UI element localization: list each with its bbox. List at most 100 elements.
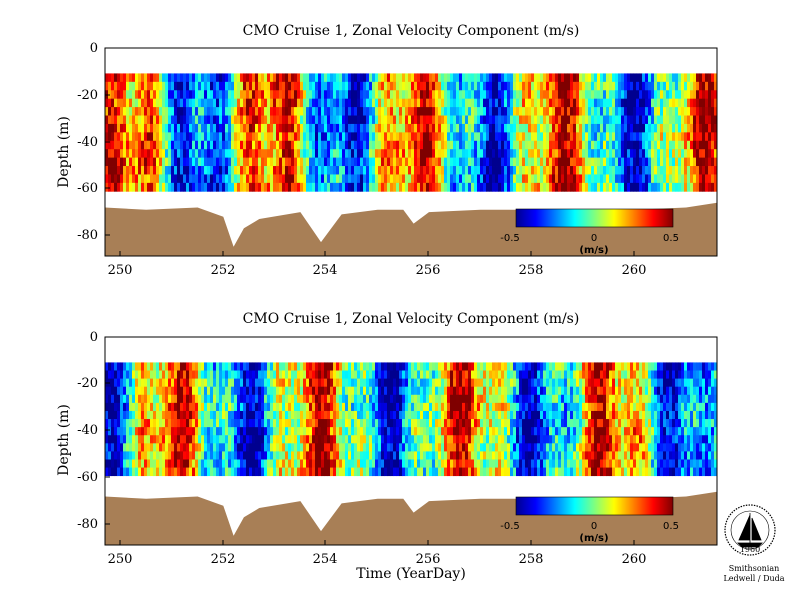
heatmap-cell [615, 123, 619, 133]
heatmap-cell [528, 81, 532, 91]
heatmap-cell [147, 157, 151, 167]
heatmap-cell [258, 73, 262, 83]
heatmap-cell [165, 132, 169, 142]
heatmap-cell [570, 81, 574, 91]
heatmap-cell [396, 123, 400, 133]
heatmap-cell [492, 467, 496, 477]
heatmap-cell [237, 174, 241, 184]
heatmap-cell [252, 451, 256, 460]
heatmap-cell [465, 443, 469, 452]
heatmap-cell [516, 394, 520, 404]
heatmap-cell [495, 140, 499, 150]
heatmap-cell [360, 467, 364, 477]
heatmap-cell [549, 378, 553, 388]
heatmap-cell [423, 73, 427, 83]
heatmap-cell [219, 435, 223, 444]
heatmap-cell [522, 443, 526, 452]
heatmap-cell [696, 149, 700, 159]
heatmap-cell [297, 402, 301, 412]
heatmap-cell [261, 427, 265, 436]
heatmap-cell [483, 174, 487, 184]
heatmap-cell [684, 90, 688, 100]
heatmap-cell [264, 98, 268, 108]
heatmap-cell [402, 394, 406, 404]
heatmap-cell [711, 73, 715, 83]
heatmap-cell [297, 410, 301, 420]
heatmap-cell [288, 467, 292, 477]
heatmap-cell [204, 73, 208, 83]
heatmap-cell [201, 386, 205, 396]
heatmap-cell [684, 132, 688, 142]
heatmap-cell [330, 107, 334, 116]
heatmap-cell [474, 123, 478, 133]
heatmap-cell [468, 451, 472, 460]
heatmap-cell [219, 149, 223, 159]
heatmap-cell [165, 370, 169, 379]
heatmap-cell [669, 90, 673, 100]
heatmap-cell [594, 115, 598, 125]
heatmap-cell [480, 81, 484, 91]
heatmap-cell [243, 174, 247, 184]
heatmap-cell [477, 451, 481, 460]
heatmap-cell [513, 467, 517, 477]
heatmap-cell [540, 370, 544, 379]
heatmap-cell [141, 419, 145, 428]
heatmap-cell [300, 370, 304, 379]
heatmap-cell [405, 123, 409, 133]
heatmap-cell [534, 81, 538, 91]
heatmap-cell [540, 98, 544, 108]
heatmap-cell [141, 98, 145, 108]
heatmap-cell [423, 81, 427, 91]
heatmap-cell [351, 149, 355, 159]
heatmap-cell [345, 394, 349, 404]
heatmap-cell [489, 378, 493, 388]
heatmap-cell [426, 132, 430, 142]
heatmap-cell [498, 166, 502, 175]
heatmap-cell [525, 378, 529, 388]
heatmap-cell [273, 166, 277, 175]
heatmap-cell [471, 443, 475, 452]
heatmap-cell [690, 157, 694, 167]
heatmap-cell [336, 435, 340, 444]
heatmap-cell [183, 157, 187, 167]
heatmap-cell [693, 73, 697, 83]
heatmap-cell [315, 451, 319, 460]
heatmap-cell [624, 132, 628, 142]
heatmap-cell [627, 107, 631, 116]
heatmap-cell [459, 451, 463, 460]
heatmap-cell [219, 157, 223, 167]
heatmap-cell [414, 73, 418, 83]
heatmap-cell [357, 427, 361, 436]
heatmap-cell [486, 386, 490, 396]
heatmap-cell [345, 115, 349, 125]
heatmap-cell [492, 443, 496, 452]
heatmap-cell [144, 467, 148, 477]
heatmap-cell [303, 90, 307, 100]
heatmap-cell [288, 435, 292, 444]
heatmap-cell [456, 182, 460, 192]
heatmap-cell [306, 402, 310, 412]
x-axis: 250 252 254 256 258 260 [108, 251, 646, 278]
heatmap-cell [312, 362, 316, 371]
heatmap-cell [363, 402, 367, 412]
heatmap-cell [339, 81, 343, 91]
heatmap-cell [585, 174, 589, 184]
heatmap-cell [669, 182, 673, 192]
heatmap-cell [603, 73, 607, 83]
heatmap-cell [495, 123, 499, 133]
heatmap-cell [396, 182, 400, 192]
heatmap-cell [294, 140, 298, 150]
heatmap-cell [423, 443, 427, 452]
heatmap-cell [174, 419, 178, 428]
heatmap-cell [327, 451, 331, 460]
heatmap-cell [462, 435, 466, 444]
heatmap-cell [117, 90, 121, 100]
heatmap-cell [108, 174, 112, 184]
heatmap-cell [198, 166, 202, 175]
heatmap-cell [432, 402, 436, 412]
heatmap-cell [408, 459, 412, 468]
heatmap-cell [267, 378, 271, 388]
heatmap-cell [693, 98, 697, 108]
heatmap-cell [219, 81, 223, 91]
heatmap-cell [591, 157, 595, 167]
